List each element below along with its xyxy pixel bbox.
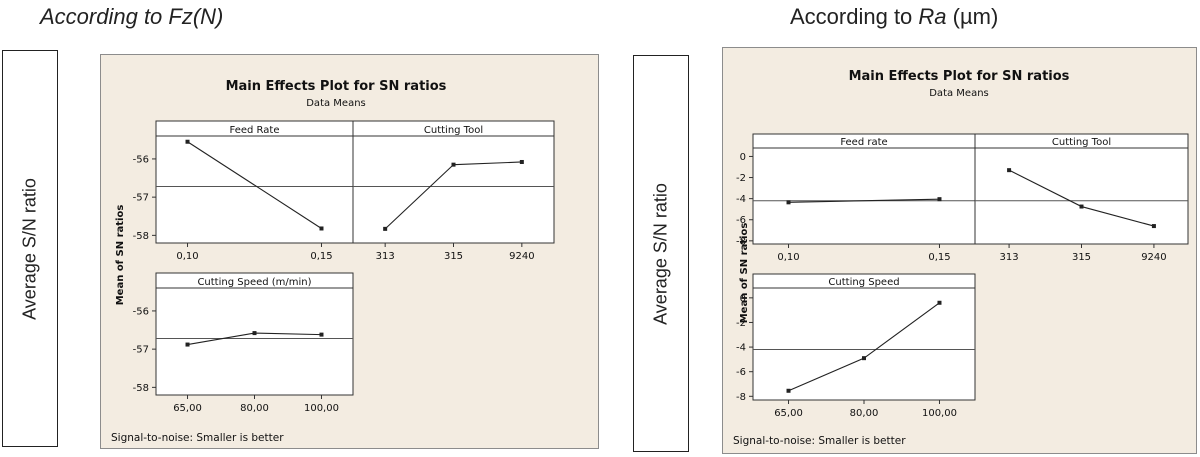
- x-tick-label: 9240: [1141, 252, 1166, 263]
- series-line: [187, 141, 322, 229]
- right-ylabel-box: Average S/N ratio: [633, 55, 689, 452]
- data-point: [451, 162, 456, 167]
- panel-title: Cutting Speed: [828, 277, 899, 288]
- chart-subtitle: Data Means: [929, 88, 989, 99]
- data-point: [862, 356, 866, 361]
- x-tick-label: 0,15: [928, 252, 950, 263]
- chart-subtitle: Data Means: [306, 98, 366, 109]
- panel-title: Feed Rate: [230, 125, 280, 136]
- data-point: [1151, 224, 1156, 229]
- data-point: [383, 226, 388, 231]
- x-tick-label: 9240: [509, 251, 534, 262]
- y-tick-label: -56: [133, 306, 149, 317]
- x-tick-label: 100,00: [304, 403, 339, 414]
- right-chart-panel: Main Effects Plot for SN ratios Data Mean…: [722, 47, 1197, 454]
- x-tick-label: 313: [376, 251, 395, 262]
- right-chart-svg: Main Effects Plot for SN ratios Data Mean…: [733, 69, 1189, 447]
- right-heading: According to Ra (µm): [790, 4, 998, 30]
- right-heading-italic: Ra: [918, 4, 947, 29]
- data-point: [937, 197, 942, 202]
- left-ylabel-box: Average S/N ratio: [2, 50, 58, 447]
- y-tick-label: -6: [736, 367, 746, 378]
- panel-title: Cutting Speed (m/min): [197, 277, 311, 288]
- x-tick-label: 0,10: [777, 252, 799, 263]
- y-axis-label: Mean of SN ratios: [115, 205, 126, 306]
- chart-footer: Signal-to-noise: Smaller is better: [111, 432, 284, 444]
- y-tick-label: 0: [740, 293, 746, 304]
- data-point: [185, 342, 190, 347]
- y-tick-label: -57: [133, 193, 149, 204]
- x-tick-label: 100,00: [922, 408, 957, 419]
- y-tick-label: -8: [736, 236, 746, 247]
- data-point: [786, 200, 791, 205]
- right-ylabel-text: Average S/N ratio: [650, 182, 671, 325]
- data-point: [319, 226, 324, 231]
- panel-frame: [752, 273, 976, 401]
- panel-title: Cutting Tool: [1052, 137, 1111, 148]
- left-chart-panel: Main Effects Plot for SN ratios Data Mean…: [100, 54, 599, 449]
- x-tick-label: 65,00: [774, 408, 803, 419]
- y-tick-label: -8: [736, 392, 746, 403]
- y-tick-label: -56: [133, 154, 149, 165]
- y-tick-label: 0: [740, 152, 746, 163]
- y-tick-label: -58: [133, 383, 149, 394]
- panel-title: Feed rate: [840, 137, 887, 148]
- y-tick-label: -58: [133, 231, 149, 242]
- data-point: [1079, 204, 1084, 209]
- x-tick-label: 0,15: [310, 251, 332, 262]
- data-point: [319, 332, 324, 337]
- left-heading: According to Fz(N): [40, 4, 224, 29]
- chart-title: Main Effects Plot for SN ratios: [849, 69, 1070, 84]
- panel-frame: [155, 120, 354, 244]
- data-point: [519, 159, 524, 164]
- x-tick-label: 65,00: [173, 403, 202, 414]
- y-tick-label: -57: [133, 345, 149, 356]
- data-point: [185, 139, 190, 144]
- chart-title: Main Effects Plot for SN ratios: [226, 79, 447, 94]
- panel-title: Cutting Tool: [424, 125, 483, 136]
- panel-frame: [752, 133, 976, 245]
- x-tick-label: 80,00: [850, 408, 879, 419]
- y-tick-label: -2: [736, 318, 746, 329]
- y-tick-label: -2: [736, 173, 746, 184]
- panel-frame: [352, 120, 555, 244]
- data-point: [252, 331, 257, 336]
- right-heading-suffix: (µm): [946, 4, 999, 29]
- x-tick-label: 315: [1072, 252, 1091, 263]
- y-tick-label: -6: [736, 215, 746, 226]
- panel-frame: [974, 133, 1189, 245]
- left-chart-svg: Main Effects Plot for SN ratios Data Mean…: [111, 79, 555, 444]
- x-tick-label: 315: [444, 251, 463, 262]
- y-axis-label: Mean of SN ratios: [739, 223, 750, 324]
- x-tick-label: 0,10: [176, 251, 198, 262]
- left-ylabel-text: Average S/N ratio: [19, 177, 40, 320]
- y-tick-label: -4: [736, 194, 746, 205]
- data-point: [786, 388, 791, 393]
- x-tick-label: 80,00: [240, 403, 269, 414]
- y-tick-label: -4: [736, 343, 746, 354]
- x-tick-label: 313: [1000, 252, 1019, 263]
- data-point: [1007, 168, 1012, 173]
- data-point: [937, 300, 942, 305]
- series-line: [788, 198, 940, 203]
- right-heading-prefix: According to: [790, 4, 919, 29]
- chart-footer: Signal-to-noise: Smaller is better: [733, 435, 906, 447]
